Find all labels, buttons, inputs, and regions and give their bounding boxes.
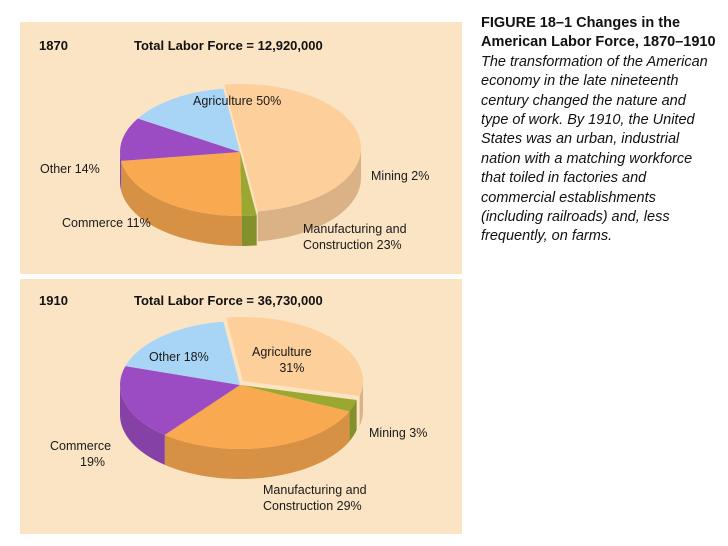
- total-labor-force-1910: Total Labor Force = 36,730,000: [134, 293, 323, 308]
- label-agriculture-1870: Agriculture 50%: [193, 94, 282, 108]
- pie-side-agriculture-1870: [257, 148, 361, 242]
- pie-slice-other-1870: [137, 88, 240, 152]
- panel-divider: [20, 274, 462, 279]
- pie-slice-agriculture-1910: [226, 317, 363, 397]
- pie-slice-other-1910: [125, 321, 240, 385]
- label-other-1910: Other 18%: [149, 350, 209, 364]
- label-mining-1870: Mining 2%: [371, 169, 430, 183]
- pie-side-commerce-1870: [120, 152, 122, 191]
- label-manufacturing-1870-line2: Construction 23%: [303, 238, 402, 252]
- caption-body: The transformation of the American econo…: [481, 53, 708, 245]
- label-agriculture-1910: Agriculture 31%: [252, 344, 312, 376]
- label-commerce-1870: Commerce 11%: [62, 216, 151, 230]
- pie-slice-mining-1910: [240, 385, 357, 412]
- pie-slice-commerce-1870: [120, 118, 240, 161]
- pie-slice-agriculture-1870: [224, 84, 361, 212]
- pie-slice-manufacturing-1870: [121, 152, 242, 216]
- year-1870: 1870: [39, 38, 68, 53]
- label-manufacturing-1910-line2: Construction 29%: [263, 499, 362, 513]
- year-1910: 1910: [39, 293, 68, 308]
- pie-slice-mining-1870: [240, 152, 257, 216]
- pie-slice-manufacturing-1910: [164, 385, 350, 449]
- label-manufacturing-1910-line1: Manufacturing and: [263, 483, 367, 497]
- label-commerce-1910-line2: 19%: [80, 455, 106, 469]
- label-mining-1910: Mining 3%: [369, 426, 428, 440]
- pie-side-mining-1870: [241, 215, 257, 246]
- label-commerce-1910: Commerce 19%: [50, 438, 111, 470]
- label-agriculture-1910-line1: Agriculture: [252, 345, 312, 359]
- label-other-1870: Other 14%: [40, 162, 100, 176]
- pie-side-agriculture-1910: [359, 381, 363, 427]
- pie-side-mining-1910: [349, 400, 357, 442]
- figure-caption: FIGURE 18–1 Changes in the American Labo…: [481, 14, 717, 247]
- caption-title: FIGURE 18–1 Changes in the American Labo…: [481, 15, 716, 51]
- label-manufacturing-1870: Manufacturing and Construction 23%: [303, 221, 407, 253]
- pie-slice-commerce-1910: [120, 366, 240, 435]
- pie-side-manufacturing-1870: [121, 160, 242, 246]
- label-commerce-1910-line1: Commerce: [50, 439, 112, 453]
- label-manufacturing-1870-line1: Manufacturing and: [303, 222, 407, 236]
- total-labor-force-1870: Total Labor Force = 12,920,000: [134, 38, 323, 53]
- pie-side-commerce-1910: [120, 385, 165, 465]
- label-manufacturing-1910: Manufacturing and Construction 29%: [263, 482, 367, 514]
- label-agriculture-1910-line2: 31%: [279, 361, 305, 375]
- pie-side-manufacturing-1910: [164, 411, 350, 479]
